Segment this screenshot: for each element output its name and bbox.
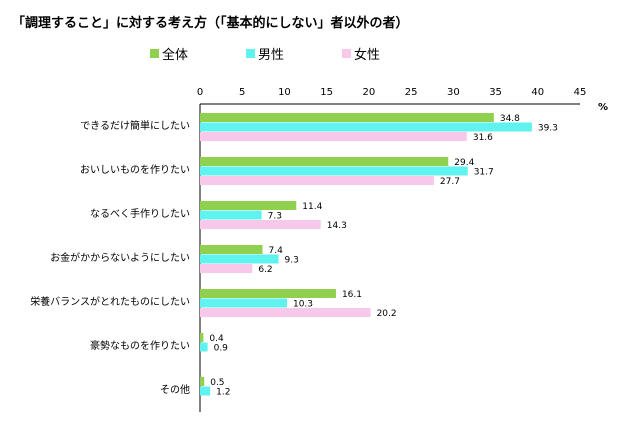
data-label-all: 29.4 (454, 158, 474, 168)
x-tick-label: 45 (574, 87, 587, 98)
category-label: おいしいものを作りたい (80, 164, 190, 176)
bar-all (200, 113, 494, 122)
bar-female (200, 264, 253, 273)
category-label: できるだけ簡単にしたい (80, 119, 190, 132)
data-label-all: 0.4 (209, 334, 224, 344)
legend-item-female: 女性 (342, 44, 380, 63)
legend-item-male: 男性 (246, 44, 284, 63)
category-label: 栄養バランスがとれたものにしたい (30, 295, 190, 308)
x-tick-label: 20 (363, 87, 376, 98)
data-label-male: 31.7 (474, 168, 494, 178)
data-label-all: 16.1 (342, 290, 362, 300)
bar-all (200, 377, 205, 386)
x-tick-label: 0 (197, 87, 203, 98)
x-tick-label: 35 (489, 87, 502, 98)
x-tick-label: 5 (239, 87, 245, 98)
data-label-all: 34.8 (500, 114, 520, 124)
bar-male (200, 166, 468, 176)
bar-all (200, 245, 263, 254)
x-tick-label: 10 (278, 87, 291, 98)
bar-all (200, 289, 336, 298)
legend-label-female: 女性 (354, 48, 381, 63)
category-label: なるべく手作りしたい (90, 207, 190, 220)
legend-label-male: 男性 (258, 48, 285, 63)
bar-male (200, 342, 208, 352)
bar-male (200, 122, 532, 132)
legend-item-all: 全体 (150, 44, 188, 63)
x-tick-label: 30 (447, 87, 460, 98)
data-label-female: 27.7 (440, 177, 460, 187)
legend-label-all: 全体 (162, 48, 189, 63)
bar-female (200, 220, 321, 229)
data-label-all: 11.4 (302, 202, 322, 212)
data-label-female: 6.2 (258, 265, 272, 275)
data-label-all: 0.5 (210, 378, 224, 388)
data-label-female: 20.2 (377, 309, 397, 319)
data-label-male: 39.3 (538, 124, 558, 134)
unit-label: % (598, 102, 608, 113)
legend-swatch-all (150, 49, 159, 58)
chart-legend: 全体 男性 女性 (150, 44, 380, 63)
bar-male (200, 298, 287, 308)
chart-title: 「調理すること」に対する考え方（「基本的にしない」者以外の者） (12, 16, 409, 31)
x-tick-label: 40 (531, 87, 544, 98)
bar-male (200, 254, 279, 264)
data-label-female: 14.3 (327, 221, 347, 231)
bar-all (200, 333, 204, 342)
legend-swatch-female (342, 49, 352, 58)
data-label-male: 7.3 (268, 212, 282, 222)
data-label-male: 9.3 (285, 256, 299, 266)
category-label: その他 (160, 383, 190, 396)
data-label-male: 1.2 (216, 388, 230, 398)
bar-female (200, 308, 371, 317)
data-label-all: 7.4 (268, 246, 283, 256)
bar-all (200, 157, 449, 166)
x-tick-label: 25 (405, 87, 418, 98)
bar-male (200, 210, 262, 220)
bar-all (200, 201, 297, 210)
x-tick-label: 15 (320, 87, 333, 98)
data-label-female: 31.6 (473, 133, 493, 143)
legend-swatch-male (246, 49, 256, 58)
data-label-male: 0.9 (214, 344, 229, 354)
bar-male (200, 386, 211, 396)
category-label: お金がかからないようにしたい (50, 251, 190, 264)
bar-female (200, 132, 467, 141)
bar-female (200, 176, 434, 185)
data-label-male: 10.3 (293, 300, 313, 310)
category-label: 豪勢なものを作りたい (90, 339, 190, 352)
